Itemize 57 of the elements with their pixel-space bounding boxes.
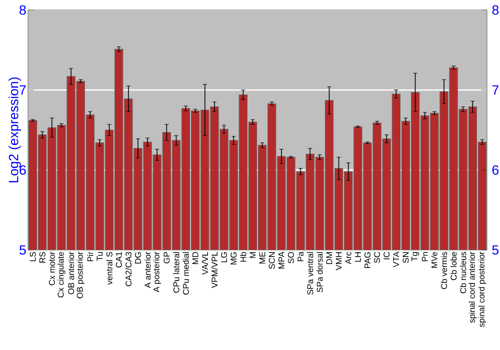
x-tick-label: spinal cord posterior (478, 252, 486, 328)
x-tick-label: SPa ventral (307, 252, 314, 295)
x-tick-label: PAG (364, 252, 370, 268)
x-tick-label: MG (230, 252, 237, 264)
x-tick-label: DM (326, 252, 332, 264)
x-tick-label: SO (288, 252, 294, 264)
x-tick-label: VTA (393, 252, 400, 268)
x-tick-label: Tg (412, 252, 420, 262)
x-tick-label: A posterior (153, 252, 161, 292)
x-tick-label: RS (39, 252, 46, 263)
y-tick-label: 7 (20, 85, 26, 95)
x-tick-label: MPA (278, 252, 284, 268)
y-axis-title: Log2 (expression) (8, 77, 21, 182)
x-tick-label: VPM/VPL (211, 252, 218, 288)
x-tick-label: Pa (298, 252, 304, 262)
x-tick-label: MD (192, 252, 198, 264)
x-tick-label: OB posterior (76, 252, 84, 298)
x-tick-label: Cx cingulate (58, 252, 66, 298)
x-tick-label: LS (30, 252, 36, 262)
x-tick-label: CPu medial (182, 252, 189, 295)
x-tick-label: CA1 (116, 252, 122, 268)
x-tick-label: Arc (345, 252, 352, 264)
x-tick-label: GP (164, 252, 170, 264)
x-tick-label: M (250, 252, 256, 258)
x-tick-label: Cb lobe (450, 252, 457, 280)
x-tick-label: SPa dorsal (316, 252, 323, 292)
x-tick-label: Hb (240, 252, 246, 262)
x-tick-label: IC (384, 252, 390, 260)
x-tick-label: DG (134, 252, 141, 264)
x-tick-label: spinal cord anterior (468, 252, 477, 323)
x-tick-label: Pn (422, 252, 428, 262)
x-tick-label: ventral S (106, 252, 112, 285)
x-tick-label: CPu lateral (173, 252, 180, 293)
x-tick-label: LG (221, 252, 228, 262)
x-tick-label: Cx motor (48, 252, 55, 286)
y2-tick-label: 7 (492, 85, 498, 95)
y-tick-label: 5 (20, 245, 26, 255)
x-tick-label: VA/VL (202, 252, 208, 275)
x-tick-label: MVe (431, 252, 438, 268)
x-tick-label: Cb vermis (440, 252, 448, 289)
y2-tick-label: 6 (492, 165, 499, 175)
x-tick-label: SN (402, 252, 409, 263)
x-tick-label: LH (355, 252, 361, 262)
x-tick-label: Cb nucleus (460, 252, 466, 294)
x-tick-label: A anterior (144, 252, 151, 288)
y-tick-label: 6 (20, 165, 26, 175)
y2-tick-label: 5 (492, 245, 499, 255)
x-tick-label: SCN (268, 252, 275, 269)
x-tick-label: Pir (87, 252, 94, 262)
x-tick-label: VMH (336, 252, 342, 270)
y2-tick-label: 8 (492, 5, 499, 15)
x-tick-label: Tu (96, 252, 103, 261)
x-tick-label: CA2/CA3 (125, 252, 132, 286)
x-tick-label: ME (259, 252, 266, 264)
x-tick-label: OB anterior (68, 252, 74, 294)
x-tick-label: SC (374, 252, 380, 263)
y-tick-label: 8 (20, 5, 26, 15)
